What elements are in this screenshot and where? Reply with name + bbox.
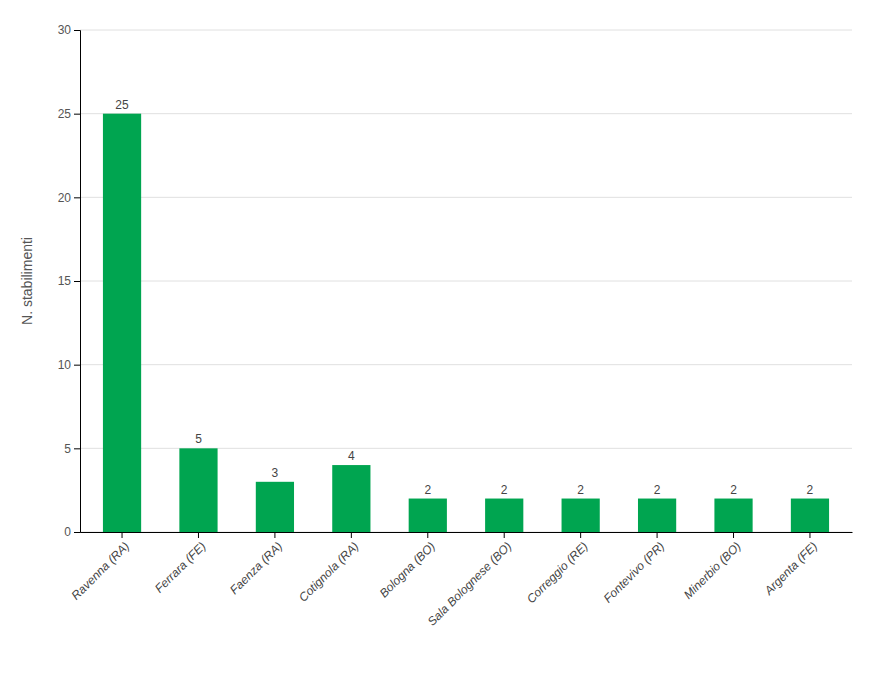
x-axis-line (81, 532, 853, 533)
x-tick: Cotignola (RA) (296, 532, 362, 605)
bars (103, 114, 829, 532)
x-tick: Ferrara (FE) (152, 532, 209, 596)
x-tick-label: Fontevivo (PR) (601, 539, 667, 605)
bar (485, 499, 523, 532)
x-tick-label: Ferrara (FE) (152, 539, 209, 596)
x-tick: Fontevivo (PR) (601, 532, 667, 606)
bar (256, 482, 294, 532)
y-axis: 0 5 10 15 20 25 30 (58, 23, 81, 539)
bar (103, 114, 141, 532)
grid-line (80, 364, 852, 365)
data-label: 2 (424, 483, 431, 497)
chart-svg: 051015202530Ravenna (RA)Ferrara (FE)Faen… (0, 0, 882, 682)
bar (791, 499, 829, 532)
y-tick-mark (74, 281, 80, 282)
bar (638, 499, 676, 532)
data-labels: 25 5 3 4 2 2 2 2 2 2 (115, 98, 813, 497)
y-tick-label: 25 (58, 107, 72, 121)
x-tick-mark (351, 532, 352, 538)
y-tick-mark (74, 30, 80, 31)
y-tick-label: 15 (58, 274, 72, 288)
x-tick-label: Faenza (RA) (227, 539, 285, 597)
x-tick-label: Cotignola (RA) (296, 539, 362, 605)
x-tick-mark (657, 532, 658, 538)
x-tick-mark (122, 532, 123, 538)
x-tick-mark (733, 532, 734, 538)
y-axis-title: N. stabilimenti (19, 237, 35, 325)
data-label: 2 (501, 483, 508, 497)
data-label: 4 (348, 449, 355, 463)
bar (562, 499, 600, 532)
y-tick-label: 10 (58, 358, 72, 372)
x-tick: Minerbio (BO) (681, 532, 744, 602)
y-tick: 15 (58, 274, 80, 288)
y-tick: 25 (58, 107, 80, 121)
y-tick: 30 (58, 23, 80, 37)
grid-line (80, 197, 852, 198)
x-tick-mark (427, 532, 428, 538)
x-tick: Correggio (RE) (524, 532, 591, 606)
y-tick: 10 (58, 358, 80, 372)
y-tick-mark (74, 448, 80, 449)
x-tick-label: Argenta (FE) (761, 539, 820, 598)
y-tick-mark (74, 532, 80, 533)
data-label: 2 (807, 483, 814, 497)
data-label: 2 (577, 483, 584, 497)
y-tick-label: 20 (58, 191, 72, 205)
grid (80, 30, 852, 532)
x-tick: Sala Bolognese (BO) (425, 532, 515, 629)
y-tick: 0 (64, 525, 80, 539)
y-tick-mark (74, 365, 80, 366)
y-tick-label: 30 (58, 23, 72, 37)
x-tick: Faenza (RA) (227, 532, 285, 597)
x-tick: Bologna (BO) (377, 532, 438, 600)
x-tick: Ravenna (RA) (69, 532, 133, 603)
data-label: 3 (272, 466, 279, 480)
y-tick: 5 (64, 442, 80, 456)
grid-line (80, 30, 852, 31)
y-tick-mark (74, 197, 80, 198)
bar (409, 499, 447, 532)
x-tick-mark (809, 532, 810, 538)
x-tick-label: Minerbio (BO) (681, 539, 744, 602)
x-tick-mark (504, 532, 505, 538)
grid-line (80, 113, 852, 114)
data-label: 25 (115, 98, 129, 112)
x-tick-label: Ravenna (RA) (69, 539, 133, 603)
data-label: 2 (730, 483, 737, 497)
data-label: 5 (195, 432, 202, 446)
y-tick-mark (74, 114, 80, 115)
grid-line (80, 281, 852, 282)
bar (179, 448, 217, 532)
data-label: 2 (654, 483, 661, 497)
x-tick-label: Bologna (BO) (377, 539, 438, 600)
x-tick-label: Correggio (RE) (524, 539, 591, 606)
x-tick-mark (274, 532, 275, 538)
chart-container: 051015202530Ravenna (RA)Ferrara (FE)Faen… (0, 0, 882, 682)
x-axis: Ravenna (RA) Ferrara (FE) Faenza (RA)Cotig… (69, 532, 853, 629)
x-tick-label: Sala Bolognese (BO) (425, 539, 515, 629)
bar (714, 499, 752, 532)
x-tick-mark (580, 532, 581, 538)
plot-area: 051015202530Ravenna (RA)Ferrara (FE)Faen… (58, 23, 853, 628)
x-tick: Argenta (FE) (761, 532, 820, 598)
bar (332, 465, 370, 532)
y-tick: 20 (58, 191, 80, 205)
y-tick-label: 0 (64, 525, 71, 539)
x-tick-mark (198, 532, 199, 538)
y-axis-line (74, 31, 81, 533)
y-tick-label: 5 (64, 442, 71, 456)
